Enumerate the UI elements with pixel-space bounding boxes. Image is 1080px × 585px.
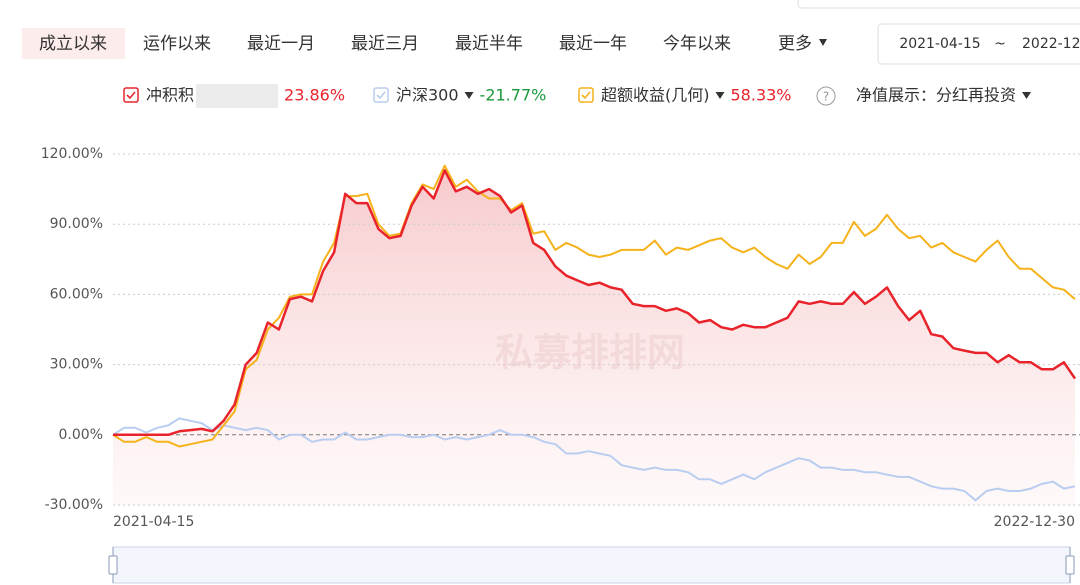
legend-dropdown — [464, 92, 474, 99]
legend-checkbox[interactable] — [123, 87, 139, 103]
area — [113, 170, 1075, 505]
date-separator: ~ — [994, 36, 1006, 52]
tab[interactable]: 最近一年 — [559, 34, 627, 54]
tab[interactable]: 最近三月 — [351, 34, 419, 54]
legend-check — [581, 91, 591, 100]
tab[interactable]: 最近一月 — [247, 34, 315, 54]
navigator-handle[interactable] — [108, 555, 118, 575]
legend-check — [376, 91, 386, 100]
tab[interactable]: 今年以来 — [663, 34, 731, 54]
series-line — [112, 417, 1076, 502]
y-tick-label: 0.00% — [59, 427, 103, 443]
series-line — [113, 169, 1077, 437]
blurred-name — [196, 84, 279, 108]
legend-checkbox[interactable] — [578, 87, 594, 103]
search-box[interactable] — [797, 0, 1080, 9]
legend-check — [126, 91, 136, 100]
tab[interactable]: 成立以来 — [39, 34, 107, 54]
watermark: 私募排排网 — [495, 331, 685, 375]
date-end[interactable]: 2022-12 — [1022, 36, 1080, 52]
legend-value: 23.86% — [284, 86, 345, 105]
tab[interactable]: 最近半年 — [455, 34, 523, 54]
legend-value: -21.77% — [480, 86, 547, 105]
navigator-handle[interactable] — [1065, 555, 1075, 575]
y-tick-label: -30.00% — [45, 497, 103, 513]
legend-name[interactable]: 冲积积 — [146, 86, 194, 105]
y-tick-label: 90.00% — [50, 216, 103, 232]
x-tick-label: 2022-12-30 — [994, 514, 1075, 530]
date-range-box[interactable] — [877, 23, 1080, 65]
legend-dropdown — [715, 92, 725, 99]
series-line — [112, 164, 1076, 448]
y-tick-label: 30.00% — [50, 357, 103, 373]
help-icon-text: ? — [823, 90, 829, 104]
date-start[interactable]: 2021-04-15 — [899, 36, 980, 52]
dropdown-arrow — [819, 39, 827, 46]
tab[interactable]: 运作以来 — [143, 34, 211, 54]
legend-value: 58.33% — [731, 86, 792, 105]
display-mode-label: 净值展示： — [856, 86, 936, 105]
navigator[interactable] — [112, 546, 1071, 584]
y-tick-label: 120.00% — [41, 146, 103, 162]
help-icon[interactable] — [816, 86, 836, 106]
legend-checkbox[interactable] — [373, 87, 389, 103]
legend-name[interactable]: 超额收益(几何) — [601, 86, 710, 105]
tab[interactable]: 更多 — [778, 34, 812, 54]
display-mode-dropdown — [1022, 92, 1032, 99]
legend-name[interactable]: 沪深300 — [396, 86, 459, 105]
display-mode-value[interactable]: 分红再投资 — [936, 86, 1016, 105]
y-tick-label: 60.00% — [50, 286, 103, 302]
x-tick-label: 2021-04-15 — [113, 514, 194, 530]
active-tab-bg — [22, 28, 125, 59]
